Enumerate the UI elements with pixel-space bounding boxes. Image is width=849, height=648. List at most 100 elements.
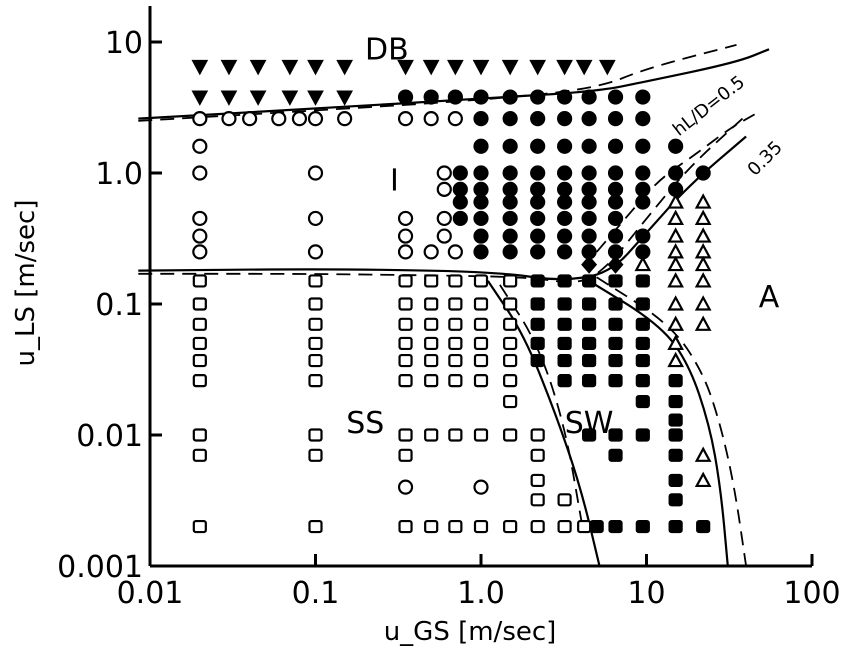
- regime-boundary-solid: [588, 279, 729, 567]
- filled-square-marker: [608, 374, 623, 388]
- filled-square-marker: [635, 428, 650, 442]
- filled-circle-marker: [530, 210, 546, 227]
- x-tick-label: 1.0: [457, 576, 505, 611]
- open-triangle-marker: [694, 272, 712, 288]
- curve-annotation: 0.35: [744, 137, 787, 180]
- filled-circle-marker: [557, 89, 573, 105]
- open-triangle-marker: [667, 334, 684, 351]
- open-square-marker: [448, 428, 463, 442]
- open-square-marker: [448, 353, 463, 368]
- filled-circle-marker: [502, 89, 518, 105]
- filled-circle-marker: [695, 165, 711, 181]
- regime-boundary-dashed: [596, 276, 747, 567]
- open-triangle-marker: [667, 315, 684, 331]
- filled-triangle-down-marker: [220, 90, 238, 106]
- open-triangle-marker: [694, 446, 712, 462]
- filled-circle-marker: [530, 138, 546, 154]
- filled-circle-marker: [581, 181, 597, 197]
- region-label: SW: [565, 406, 614, 441]
- open-square-marker: [448, 317, 463, 331]
- open-square-marker: [424, 336, 439, 351]
- x-axis-title: u_GS [m/sec]: [384, 617, 557, 647]
- filled-circle-marker: [530, 181, 546, 197]
- filled-triangle-down-marker: [575, 59, 593, 76]
- filled-circle-marker: [473, 181, 489, 197]
- open-square-marker: [557, 519, 572, 534]
- filled-circle-marker: [473, 138, 489, 154]
- filled-circle-marker: [423, 89, 439, 105]
- filled-square-marker: [582, 274, 597, 288]
- open-square-marker: [530, 519, 545, 534]
- open-square-marker: [398, 353, 413, 368]
- open-circle-marker: [436, 228, 452, 244]
- open-triangle-marker: [694, 315, 712, 331]
- open-square-marker: [308, 317, 323, 331]
- filled-circle-marker: [607, 89, 624, 105]
- open-square-marker: [448, 374, 463, 388]
- open-square-marker: [398, 374, 413, 388]
- open-square-marker: [398, 519, 413, 534]
- filled-square-marker: [557, 297, 572, 311]
- open-circle-marker: [397, 210, 414, 227]
- filled-circle-marker: [447, 89, 463, 105]
- open-square-marker: [308, 274, 323, 288]
- open-circle-marker: [307, 244, 324, 260]
- filled-circle-marker: [452, 210, 468, 227]
- filled-diamond-marker: [607, 255, 624, 274]
- open-triangle-marker: [694, 227, 712, 243]
- filled-circle-marker: [397, 89, 414, 105]
- x-tick-label: 10: [627, 576, 665, 611]
- regime-boundary-dashed: [499, 284, 584, 527]
- open-square-marker: [424, 428, 439, 442]
- filled-square-marker: [557, 336, 572, 351]
- open-square-marker: [530, 493, 545, 507]
- filled-circle-marker: [530, 89, 546, 105]
- open-circle-marker: [192, 210, 208, 227]
- filled-triangle-down-marker: [249, 90, 267, 106]
- filled-square-marker: [582, 428, 597, 442]
- open-circle-marker: [291, 111, 308, 127]
- open-square-marker: [448, 336, 463, 351]
- open-square-marker: [530, 448, 545, 462]
- filled-square-marker: [582, 374, 597, 388]
- x-tick-label: 100: [783, 576, 840, 611]
- filled-square-marker: [635, 394, 650, 409]
- open-square-marker: [448, 297, 463, 311]
- open-circle-marker: [436, 181, 452, 197]
- filled-square-marker: [608, 336, 623, 351]
- filled-circle-marker: [502, 165, 518, 181]
- open-circle-marker: [271, 111, 287, 127]
- open-circle-marker: [192, 244, 208, 260]
- filled-square-marker: [608, 317, 623, 331]
- open-circle-marker: [397, 111, 414, 127]
- filled-square-marker: [582, 336, 597, 351]
- filled-square-marker: [635, 336, 650, 351]
- filled-circle-marker: [581, 165, 597, 181]
- filled-circle-marker: [530, 194, 546, 210]
- filled-square-marker: [557, 374, 572, 388]
- open-square-marker: [424, 317, 439, 331]
- open-square-marker: [503, 374, 518, 388]
- filled-circle-marker: [557, 181, 573, 197]
- filled-square-marker: [668, 473, 683, 488]
- open-circle-marker: [423, 111, 439, 127]
- open-square-marker: [192, 317, 207, 331]
- filled-circle-marker: [635, 194, 651, 210]
- filled-circle-marker: [635, 165, 651, 181]
- filled-square-marker: [530, 317, 545, 331]
- open-triangle-marker: [634, 255, 652, 272]
- filled-triangle-down-marker: [336, 59, 353, 76]
- open-square-marker: [398, 448, 413, 462]
- filled-square-marker: [557, 317, 572, 331]
- open-square-marker: [424, 374, 439, 388]
- filled-circle-marker: [607, 111, 624, 127]
- regime-boundary-solid: [486, 280, 601, 567]
- filled-circle-marker: [557, 194, 573, 210]
- filled-square-marker: [668, 448, 683, 462]
- open-square-marker: [448, 519, 463, 534]
- open-circle-marker: [192, 138, 208, 154]
- open-square-marker: [424, 297, 439, 311]
- filled-circle-marker: [452, 165, 468, 181]
- filled-circle-marker: [607, 181, 624, 197]
- filled-square-marker: [668, 394, 683, 409]
